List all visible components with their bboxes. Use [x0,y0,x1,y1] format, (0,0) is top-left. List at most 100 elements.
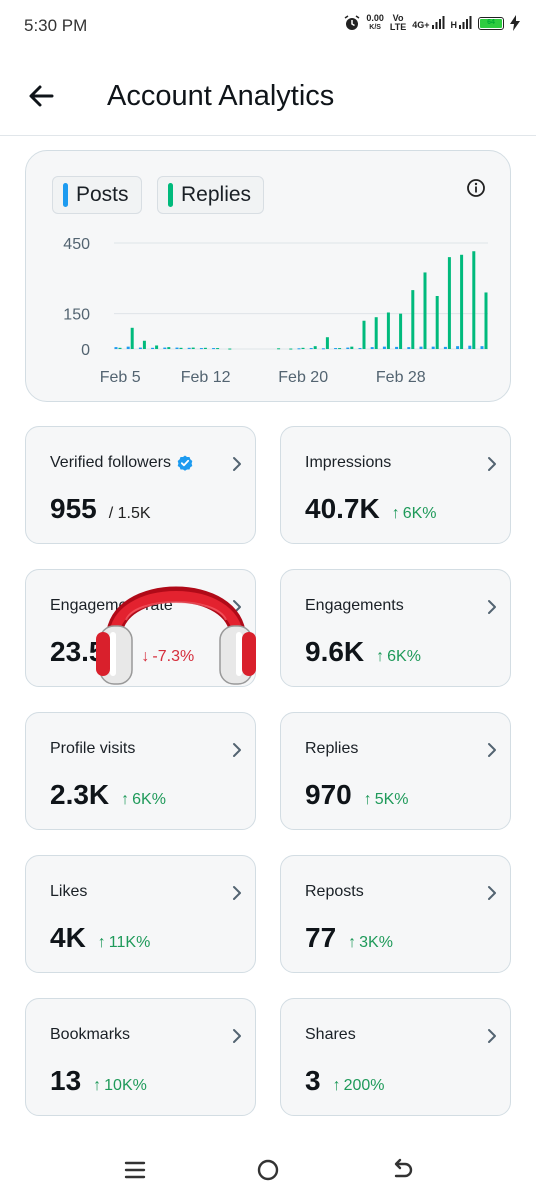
stat-row: 40.7K ↑ 6K% [305,493,437,525]
stat-card-profile-visits[interactable]: Profile visits 2.3K ↑ 6K% [25,712,256,830]
bar-posts [419,346,423,349]
bar-posts [187,347,191,349]
chevron-right-icon [233,743,241,757]
bar-posts [480,346,484,349]
alarm-icon [344,15,360,30]
stat-card-verified-followers[interactable]: Verified followers 955 / 1.5K [25,426,256,544]
bar-posts [151,347,155,349]
stat-trend: ↑ 3K% [348,934,393,952]
bar-replies [289,348,293,350]
trend-value: 6K% [132,791,166,808]
bar-replies [301,347,305,349]
stat-row: 77 ↑ 3K% [305,922,393,954]
stat-label: Profile visits [50,740,136,757]
bar-posts [468,345,472,349]
legend-replies-label: Replies [181,183,252,206]
trend-value: 5K% [374,791,409,808]
trend-value: 200% [343,1077,385,1094]
stat-card-impressions[interactable]: Impressions 40.7K ↑ 6K% [280,426,511,544]
stat-value: 955 [50,493,97,524]
stat-label: Shares [305,1026,356,1043]
x-tick-label: Feb 28 [376,369,426,386]
legend-posts-label: Posts [76,183,129,206]
bar-replies [277,348,281,350]
stat-card-bookmarks[interactable]: Bookmarks 13 ↑ 10K% [25,998,256,1116]
chevron-right-icon [488,600,496,614]
bar-replies [167,347,171,349]
chevron-right-icon [488,457,496,471]
stat-card-shares[interactable]: Shares 3 ↑ 200% [280,998,511,1116]
menu-lines-icon[interactable] [120,1155,150,1185]
bar-posts [395,346,399,349]
trend-arrow-icon: ↑ [332,1077,341,1094]
stat-card-engagements[interactable]: Engagements 9.6K ↑ 6K% [280,569,511,687]
x-tick-label: Feb 12 [181,369,231,386]
stat-card-likes[interactable]: Likes 4K ↑ 11K% [25,855,256,973]
legend-replies-toggle[interactable]: Replies [157,176,265,214]
trend-value: 10K% [104,1077,147,1094]
status-icons: 0.00 K/S Vo LTE 4G+ H 64 [344,14,520,32]
stat-value: 970 [305,779,352,810]
bar-replies [423,272,427,349]
trend-arrow-icon: ↑ [391,505,400,522]
bar-posts [382,346,386,349]
signal-h: H [451,16,473,30]
chevron-right-icon [233,886,241,900]
stat-value: 3 [305,1065,321,1096]
bar-replies [203,347,207,349]
stat-row: 3 ↑ 200% [305,1065,385,1097]
bar-replies [191,347,195,349]
bar-posts [212,348,216,350]
bar-posts [443,346,447,349]
bar-posts [407,347,411,349]
activity-bar-chart: 0 150 450 Feb 5 Feb 12 Feb 20 Feb 28 [63,236,488,386]
bar-replies [447,257,451,349]
trend-arrow-icon: ↑ [121,791,130,808]
signal-bars-icon [431,16,444,29]
bar-replies [338,348,342,350]
legend-posts-toggle[interactable]: Posts [52,176,142,214]
bar-replies [435,296,439,349]
system-nav-bar [0,1140,536,1200]
signal-4g: 4G+ [412,16,444,30]
bar-replies [118,347,122,349]
stat-card-reposts[interactable]: Reposts 77 ↑ 3K% [280,855,511,973]
bar-posts [114,347,118,349]
bar-replies [399,313,403,349]
arrow-left-icon[interactable] [24,78,60,114]
signal-bars-icon-2 [459,16,472,29]
stat-row: 970 ↑ 5K% [305,779,409,811]
bar-posts [358,348,362,350]
back-arrow-icon[interactable] [387,1155,417,1185]
stat-row: 955 / 1.5K [50,493,151,525]
bar-posts [163,347,167,349]
bar-replies [484,292,488,349]
battery-level: 64 [480,18,502,28]
stat-trend: ↑ 200% [333,1077,385,1095]
bar-replies [228,348,232,350]
battery-icon: 64 [478,16,504,30]
trend-value: 11K% [108,934,151,951]
stat-label: Impressions [305,454,392,471]
bar-replies [130,327,134,349]
verified-badge-icon [177,455,193,471]
home-circle-icon[interactable] [253,1155,283,1185]
stat-row: 9.6K ↑ 6K% [305,636,421,668]
status-bar: 5:30 PM 0.00 K/S Vo LTE 4G+ H 64 [0,0,536,54]
volte-indicator: Vo LTE [389,13,407,32]
stat-value: 4K [50,922,86,953]
legend-replies-swatch [168,183,173,207]
bar-replies [411,290,415,349]
trend-value: -7.3% [152,648,195,665]
bar-posts [199,348,203,350]
chevron-right-icon [233,1029,241,1043]
bar-replies [374,317,378,349]
stat-trend: ↑ 6K% [376,648,421,666]
stat-card-replies[interactable]: Replies 970 ↑ 5K% [280,712,511,830]
bar-posts [346,347,350,349]
trend-value: 6K% [387,648,421,665]
bar-posts [334,348,338,350]
charging-icon [510,15,520,31]
info-icon[interactable] [466,178,486,198]
trend-arrow-icon: ↑ [93,1077,102,1094]
